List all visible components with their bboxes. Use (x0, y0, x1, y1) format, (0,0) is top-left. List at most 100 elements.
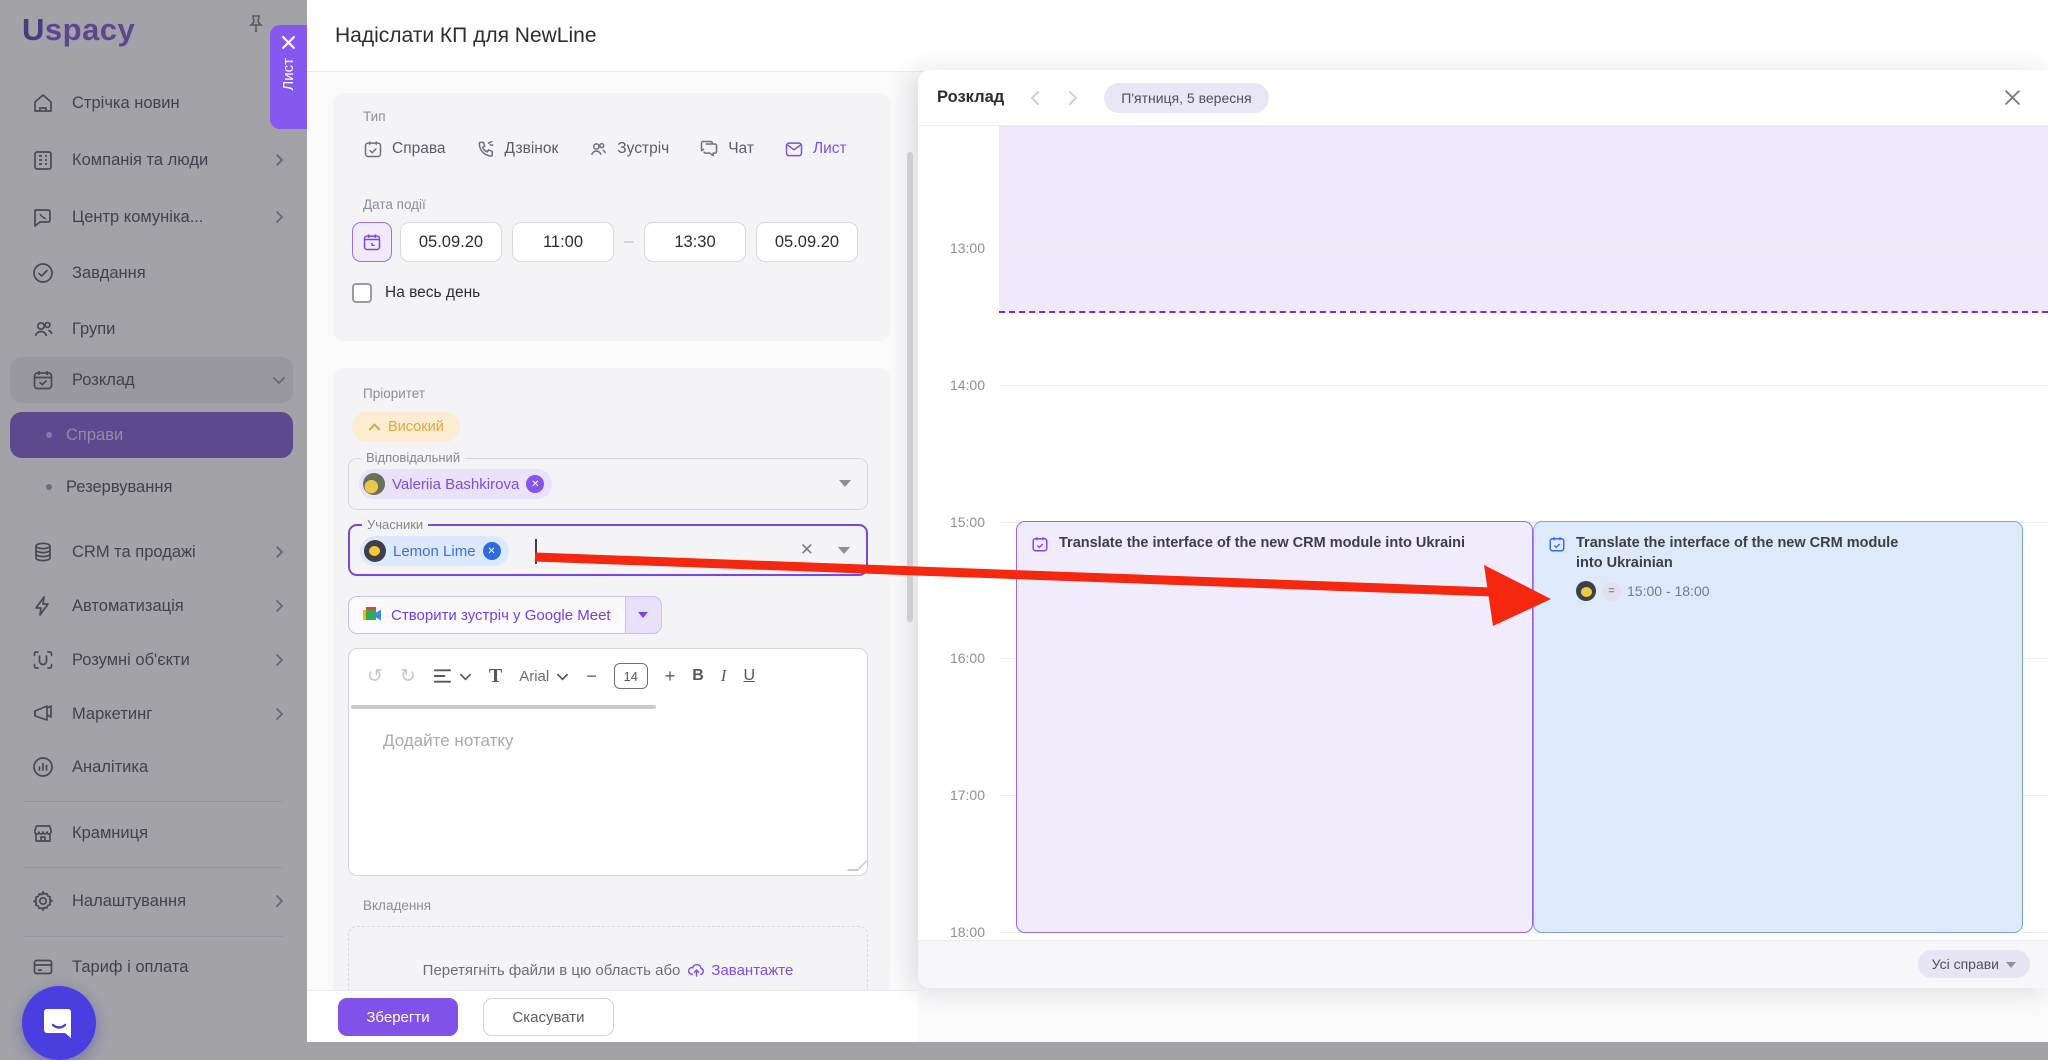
responsible-label: Відповідальний (361, 450, 466, 465)
next-day-icon[interactable] (1062, 88, 1082, 108)
hour-gridline (999, 384, 2048, 386)
hour-label: 16:00 (949, 650, 985, 667)
sidebar-item-налаштування[interactable]: Налаштування (10, 879, 293, 923)
uspacy-logo: Uspacy (22, 12, 136, 47)
page-title: Надіслати КП для NewLine (335, 23, 597, 47)
sidebar-item-розклад[interactable]: Розклад (10, 357, 293, 403)
sidebar-item-тариф-і-оплата[interactable]: Тариф і оплата (10, 945, 293, 989)
date-pill[interactable]: П'ятниця, 5 вересня (1104, 82, 1269, 113)
italic-icon[interactable]: I (720, 666, 727, 685)
sidebar-item-стрічка-новин[interactable]: Стрічка новин (10, 81, 293, 125)
type-option-лист[interactable]: Лист (784, 139, 847, 159)
type-option-чат[interactable]: Чат (699, 139, 754, 159)
smart-objects-icon (30, 647, 56, 673)
font-size-value[interactable]: 14 (613, 663, 648, 689)
chevron-right-icon (271, 209, 287, 225)
schedule-panel: Розклад П'ятниця, 5 вересня 13:00 14:00 15… (918, 70, 2048, 988)
chevron-down-icon[interactable] (839, 480, 851, 487)
task-calendar-icon (1031, 535, 1049, 558)
chevron-down-icon (271, 372, 287, 388)
marketing-icon (30, 701, 56, 727)
google-meet-dropdown[interactable] (625, 596, 662, 634)
modal-title-bar: Надіслати КП для NewLine (307, 0, 2048, 72)
text-color-icon[interactable]: T (488, 664, 503, 687)
sidebar-item-автоматизація[interactable]: Автоматизація (10, 584, 293, 628)
align-icon[interactable] (433, 668, 472, 684)
sidebar-item-маркетинг[interactable]: Маркетинг (10, 692, 293, 736)
all-day-checkbox[interactable] (352, 283, 372, 303)
sidebar-item-label: Тариф і оплата (72, 957, 189, 976)
analytics-icon (30, 754, 56, 780)
schedule-header: Розклад П'ятниця, 5 вересня (918, 70, 2048, 126)
type-option-label: Справа (392, 140, 446, 157)
schedule-footer: Усі справи (918, 940, 2048, 988)
sidebar-item-label: Групи (72, 319, 116, 338)
participants-field[interactable]: Учасники Lemon Lime ✕ ✕ (348, 517, 868, 576)
sidebar-divider (24, 867, 283, 868)
event-card-blue[interactable]: Translate the interface of the new CRM m… (1533, 521, 2023, 933)
sidebar-item-аналітика[interactable]: Аналітика (10, 745, 293, 789)
type-option-дзвінок[interactable]: Дзвінок (476, 139, 558, 159)
call-icon (476, 139, 496, 159)
end-time-input[interactable]: 13:30 (644, 222, 746, 262)
sidebar-item-справи[interactable]: Справи (10, 412, 293, 458)
start-date-input[interactable]: 05.09.20 (400, 222, 502, 262)
tab-list-letter[interactable]: Лист (270, 25, 307, 129)
hour-label: 15:00 (949, 513, 985, 530)
meeting-icon (588, 139, 608, 159)
resize-handle[interactable] (846, 860, 869, 871)
pin-icon[interactable] (244, 12, 268, 41)
remove-chip-icon[interactable]: ✕ (482, 542, 501, 560)
calendar-picker-button[interactable] (352, 222, 392, 262)
cancel-button[interactable]: Скасувати (483, 998, 614, 1036)
responsible-field[interactable]: Відповідальний Valeriia Bashkirova ✕ (348, 450, 868, 510)
filter-dropdown[interactable]: Усі справи (1917, 950, 2030, 978)
priority-badge[interactable]: Високий (352, 412, 460, 442)
decrease-font-icon[interactable]: − (586, 665, 597, 686)
start-time-input[interactable]: 11:00 (512, 222, 614, 262)
redo-icon[interactable]: ↻ (399, 665, 416, 687)
upload-link[interactable]: Завантажте (688, 962, 793, 979)
sidebar-item-крамниця[interactable]: Крамниця (10, 811, 293, 855)
sidebar-item-групи[interactable]: Групи (10, 307, 293, 351)
type-option-зустріч[interactable]: Зустріч (588, 139, 669, 159)
sidebar-item-label: Центр комуніка... (72, 207, 204, 226)
tasks-icon (30, 260, 56, 286)
bullet-icon (46, 432, 52, 438)
event-title: Translate the interface of the new CRM m… (1576, 535, 1899, 571)
prev-day-icon[interactable] (1026, 88, 1046, 108)
google-meet-button[interactable]: Створити зустріч у Google Meet (348, 596, 662, 634)
sidebar-item-завдання[interactable]: Завдання (10, 251, 293, 295)
support-chat-button[interactable] (22, 986, 96, 1060)
file-drop-area[interactable]: Перетягніть файли в цю область або Заван… (348, 926, 868, 1014)
filter-label: Усі справи (1931, 956, 1999, 972)
underline-icon[interactable]: U (743, 667, 756, 684)
sidebar-item-резервування[interactable]: Резервування (10, 465, 293, 509)
undo-icon[interactable]: ↺ (367, 665, 383, 687)
chevron-down-icon[interactable] (838, 547, 850, 554)
clear-icon[interactable]: ✕ (799, 540, 814, 559)
event-card-purple[interactable]: Translate the interface of the new CRM m… (1016, 521, 1533, 933)
sidebar-item-crm-та-продажі[interactable]: CRM та продажі (10, 530, 293, 574)
sidebar-item-компанія-та-люди[interactable]: Компанія та люди (10, 138, 293, 182)
activity-modal: Надіслати КП для NewLine Лист Тип Справа… (270, 0, 2048, 1042)
bold-icon[interactable]: B (692, 667, 704, 684)
end-date-input[interactable]: 05.09.20 (756, 222, 858, 262)
chevron-right-icon (271, 893, 287, 909)
note-editor[interactable]: ↺ ↻ T Arial − 14 + (348, 648, 869, 876)
avatar (364, 540, 386, 562)
sidebar-item-розумні-об-єкти[interactable]: Розумні об'єкти (10, 638, 293, 682)
form-scrollbar[interactable] (907, 152, 913, 622)
calendar-grid[interactable]: 13:00 14:00 15:00 16:00 17:00 18:00 Translate… (918, 126, 2048, 940)
font-family-select[interactable]: Arial (519, 668, 569, 685)
type-option-справа[interactable]: Справа (363, 139, 446, 159)
all-day-checkbox-row[interactable]: На весь день (352, 283, 480, 303)
chevron-right-icon (271, 544, 287, 560)
close-icon[interactable] (2003, 88, 2022, 107)
increase-font-icon[interactable]: + (664, 665, 676, 686)
save-button[interactable]: Зберегти (338, 998, 458, 1036)
remove-chip-icon[interactable]: ✕ (526, 475, 545, 493)
close-icon[interactable] (281, 35, 296, 50)
chevron-down-icon (2006, 962, 2016, 968)
sidebar-item-центр-комуніка-[interactable]: Центр комуніка... (10, 195, 293, 239)
